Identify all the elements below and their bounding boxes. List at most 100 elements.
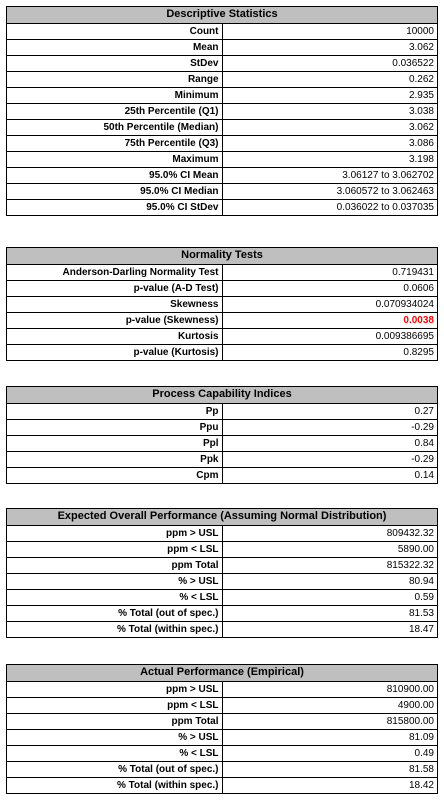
row-value: 0.036522: [221, 54, 437, 72]
table-row: Anderson-Darling Normality Test 0.719431: [7, 263, 437, 281]
row-label: Count: [7, 22, 223, 40]
row-label: % > USL: [7, 728, 223, 746]
table-title: Actual Performance (Empirical): [7, 665, 437, 682]
descriptive-statistics-table: Descriptive Statistics Count 10000 Mean 3.…: [6, 6, 438, 216]
row-label: ppm Total: [7, 712, 223, 730]
table-row: p-value (Kurtosis) 0.8295: [7, 343, 437, 360]
table-row: p-value (Skewness) 0.0038: [7, 311, 437, 329]
row-value: 10000: [221, 22, 437, 40]
row-label: 95.0% CI Median: [7, 182, 223, 200]
row-value: -0.29: [221, 418, 437, 436]
row-label: p-value (Skewness): [7, 311, 223, 329]
actual-performance-table: Actual Performance (Empirical) ppm > USL…: [6, 664, 438, 794]
table-row: ppm Total 815322.32: [7, 556, 437, 574]
row-value: 809432.32: [221, 524, 437, 542]
table-row: % Total (within spec.) 18.47: [7, 620, 437, 637]
row-value: 0.27: [221, 402, 437, 420]
table-row: ppm > USL 810900.00: [7, 680, 437, 698]
row-value: 3.062: [221, 38, 437, 56]
row-label: ppm > USL: [7, 680, 223, 698]
row-label: ppm < LSL: [7, 696, 223, 714]
row-value: 0.719431: [221, 263, 437, 281]
table-row: % < LSL 0.59: [7, 588, 437, 606]
row-label: 25th Percentile (Q1): [7, 102, 223, 120]
row-value: 815800.00: [221, 712, 437, 730]
row-label: ppm Total: [7, 556, 223, 574]
row-label: % > USL: [7, 572, 223, 590]
row-value: 0.009386695: [221, 327, 437, 345]
table-row: % Total (within spec.) 18.42: [7, 776, 437, 793]
row-value: 0.84: [221, 434, 437, 452]
row-label: Ppu: [7, 418, 223, 436]
row-label: Minimum: [7, 86, 223, 104]
row-label: % Total (out of spec.): [7, 604, 223, 622]
row-label: Anderson-Darling Normality Test: [7, 263, 223, 281]
table-row: Minimum 2.935: [7, 86, 437, 104]
normality-tests-table: Normality Tests Anderson-Darling Normali…: [6, 247, 438, 361]
table-row: Count 10000: [7, 22, 437, 40]
row-value: 18.42: [221, 776, 437, 793]
table-row: StDev 0.036522: [7, 54, 437, 72]
row-value: 5890.00: [221, 540, 437, 558]
row-value: -0.29: [221, 450, 437, 468]
row-label: Pp: [7, 402, 223, 420]
row-value: 3.086: [221, 134, 437, 152]
table-row: Ppl 0.84: [7, 434, 437, 452]
row-value: 0.036022 to 0.037035: [221, 198, 437, 215]
row-value: 0.070934024: [221, 295, 437, 313]
row-value: 810900.00: [221, 680, 437, 698]
row-value: 81.58: [221, 760, 437, 778]
row-label: StDev: [7, 54, 223, 72]
row-label: % < LSL: [7, 588, 223, 606]
table-row: % > USL 81.09: [7, 728, 437, 746]
table-row: Kurtosis 0.009386695: [7, 327, 437, 345]
table-row: Mean 3.062: [7, 38, 437, 56]
table-row: ppm Total 815800.00: [7, 712, 437, 730]
table-row: Maximum 3.198: [7, 150, 437, 168]
table-row: 95.0% CI Median 3.060572 to 3.062463: [7, 182, 437, 200]
row-label: Mean: [7, 38, 223, 56]
row-label: 75th Percentile (Q3): [7, 134, 223, 152]
process-capability-table: Process Capability Indices Pp 0.27 Ppu -0.…: [6, 386, 438, 484]
row-label: 50th Percentile (Median): [7, 118, 223, 136]
table-title: Descriptive Statistics: [7, 7, 437, 24]
row-label: % Total (within spec.): [7, 620, 223, 637]
row-value: 2.935: [221, 86, 437, 104]
row-label: Ppk: [7, 450, 223, 468]
table-row: p-value (A-D Test) 0.0606: [7, 279, 437, 297]
table-row: % Total (out of spec.) 81.58: [7, 760, 437, 778]
table-row: ppm < LSL 5890.00: [7, 540, 437, 558]
row-value: 0.49: [221, 744, 437, 762]
table-row: Ppk -0.29: [7, 450, 437, 468]
row-label: 95.0% CI StDev: [7, 198, 223, 215]
row-label: ppm > USL: [7, 524, 223, 542]
table-title: Normality Tests: [7, 248, 437, 265]
row-value: 81.53: [221, 604, 437, 622]
row-value: 81.09: [221, 728, 437, 746]
table-row: % < LSL 0.49: [7, 744, 437, 762]
table-row: 95.0% CI StDev 0.036022 to 0.037035: [7, 198, 437, 215]
table-row: % Total (out of spec.) 81.53: [7, 604, 437, 622]
table-row: 95.0% CI Mean 3.06127 to 3.062702: [7, 166, 437, 184]
row-label: % Total (out of spec.): [7, 760, 223, 778]
table-row: ppm < LSL 4900.00: [7, 696, 437, 714]
table-title: Expected Overall Performance (Assuming N…: [7, 509, 437, 526]
row-label: Maximum: [7, 150, 223, 168]
row-value: 3.038: [221, 102, 437, 120]
row-value: 0.8295: [221, 343, 437, 360]
table-row: ppm > USL 809432.32: [7, 524, 437, 542]
row-label: Range: [7, 70, 223, 88]
row-label: % < LSL: [7, 744, 223, 762]
row-value: 0.59: [221, 588, 437, 606]
table-row: 25th Percentile (Q1) 3.038: [7, 102, 437, 120]
table-title: Process Capability Indices: [7, 387, 437, 404]
row-label: % Total (within spec.): [7, 776, 223, 793]
row-value: 3.198: [221, 150, 437, 168]
table-row: 75th Percentile (Q3) 3.086: [7, 134, 437, 152]
table-row: Skewness 0.070934024: [7, 295, 437, 313]
expected-performance-table: Expected Overall Performance (Assuming N…: [6, 508, 438, 638]
row-label: p-value (Kurtosis): [7, 343, 223, 360]
row-label: Ppl: [7, 434, 223, 452]
table-row: 50th Percentile (Median) 3.062: [7, 118, 437, 136]
row-value: 18.47: [221, 620, 437, 637]
